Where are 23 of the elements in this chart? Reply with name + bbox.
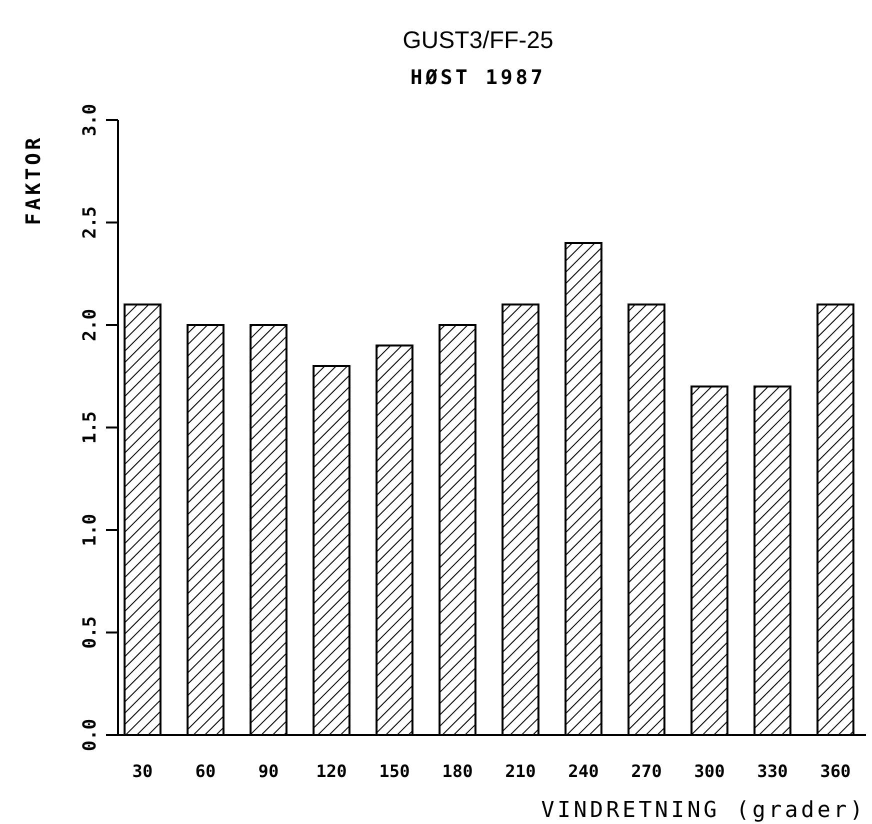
y-tick-label: 1.0 [80,514,100,546]
chart-title: GUST3/FF-25 [402,27,554,54]
x-tick-label: 180 [442,762,473,782]
x-tick-label: 60 [195,762,216,782]
y-tick-label: 2.5 [80,206,100,239]
x-tick-label: 120 [316,762,347,782]
x-tick-label: 240 [568,762,599,782]
y-tick-label: 0.0 [80,718,100,752]
chart-subtitle: HØST 1987 [410,65,546,89]
x-tick-label: 330 [757,762,788,782]
y-tick-label: 1.5 [80,411,100,444]
y-tick-label: 3.0 [80,104,100,136]
x-tick-label: 90 [258,762,279,782]
y-tick-label: 0.5 [80,616,100,649]
x-axis-title: VINDRETNING (grader) [541,798,866,823]
x-tick-label: 150 [379,762,410,782]
x-tick-label: 300 [694,762,725,782]
x-tick-label: 210 [505,762,536,782]
y-tick-label: 2.0 [80,308,100,342]
x-tick-label: 30 [132,762,153,782]
y-axis-title: FAKTOR [21,134,45,226]
x-tick-label: 360 [820,762,851,782]
x-tick-label: 270 [631,762,662,782]
